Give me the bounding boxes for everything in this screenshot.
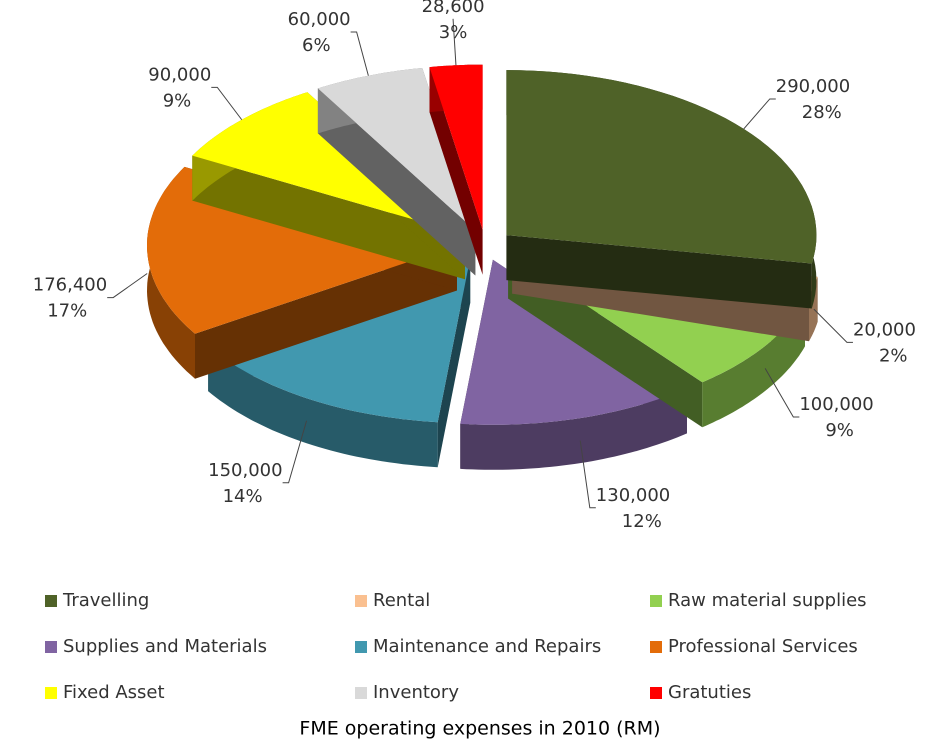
- legend-swatch: [650, 687, 662, 699]
- legend-swatch: [650, 641, 662, 653]
- leader-line: [579, 440, 596, 509]
- slice: [317, 68, 476, 231]
- legend-label: Gratuties: [668, 682, 751, 703]
- slice: [429, 64, 483, 230]
- leader-line: [452, 18, 457, 66]
- slice-side: [437, 258, 471, 468]
- leader-line: [350, 31, 369, 76]
- legend-swatch: [45, 687, 57, 699]
- leader-line: [764, 368, 800, 418]
- legend-label: Fixed Asset: [63, 682, 165, 703]
- percent-label: 2%: [879, 345, 908, 366]
- legend-label: Rental: [373, 590, 430, 611]
- legend-swatch: [355, 687, 367, 699]
- slice-group: [506, 70, 817, 309]
- data-label: 60,000: [288, 9, 351, 30]
- data-label: 130,000: [596, 485, 670, 506]
- slice-group: [429, 64, 483, 275]
- percent-label: 6%: [302, 35, 331, 56]
- leader-line: [107, 273, 148, 299]
- percent-label: 28%: [802, 102, 842, 123]
- legend-label: Professional Services: [668, 636, 858, 657]
- slice-wall: [460, 388, 687, 470]
- legend-swatch: [650, 595, 662, 607]
- percent-label: 12%: [622, 511, 662, 532]
- data-label: 90,000: [148, 64, 211, 85]
- legend-swatch: [45, 641, 57, 653]
- legend-label: Travelling: [62, 590, 149, 611]
- slice-side: [317, 88, 476, 276]
- data-label: 100,000: [799, 394, 873, 415]
- percent-label: 3%: [439, 22, 468, 43]
- percent-label: 9%: [825, 420, 854, 441]
- percent-label: 14%: [223, 486, 263, 507]
- slice: [506, 70, 817, 264]
- slice-side: [429, 67, 483, 275]
- leader-line: [743, 98, 776, 130]
- legend-label: Supplies and Materials: [63, 636, 267, 657]
- percent-label: 17%: [47, 301, 87, 322]
- slice-side: [192, 155, 465, 280]
- legend-swatch: [355, 641, 367, 653]
- chart-title: FME operating expenses in 2010 (RM): [299, 718, 660, 740]
- legend-label: Inventory: [373, 682, 459, 703]
- slice-wall: [208, 346, 438, 468]
- data-label: 150,000: [208, 460, 282, 481]
- slice-side: [195, 245, 457, 379]
- legend-swatch: [355, 595, 367, 607]
- data-label: 28,600: [422, 0, 485, 17]
- leader-line: [813, 308, 853, 343]
- leader-line: [211, 86, 243, 121]
- legend-label: Maintenance and Repairs: [373, 636, 601, 657]
- percent-label: 9%: [163, 90, 192, 111]
- data-label: 176,400: [33, 275, 107, 296]
- data-label: 20,000: [853, 319, 916, 340]
- slice-side: [506, 235, 812, 309]
- legend-swatch: [45, 595, 57, 607]
- data-label: 290,000: [776, 76, 850, 97]
- leader-line: [282, 420, 308, 484]
- slice-wall: [702, 301, 805, 428]
- legend-label: Raw material supplies: [668, 590, 867, 611]
